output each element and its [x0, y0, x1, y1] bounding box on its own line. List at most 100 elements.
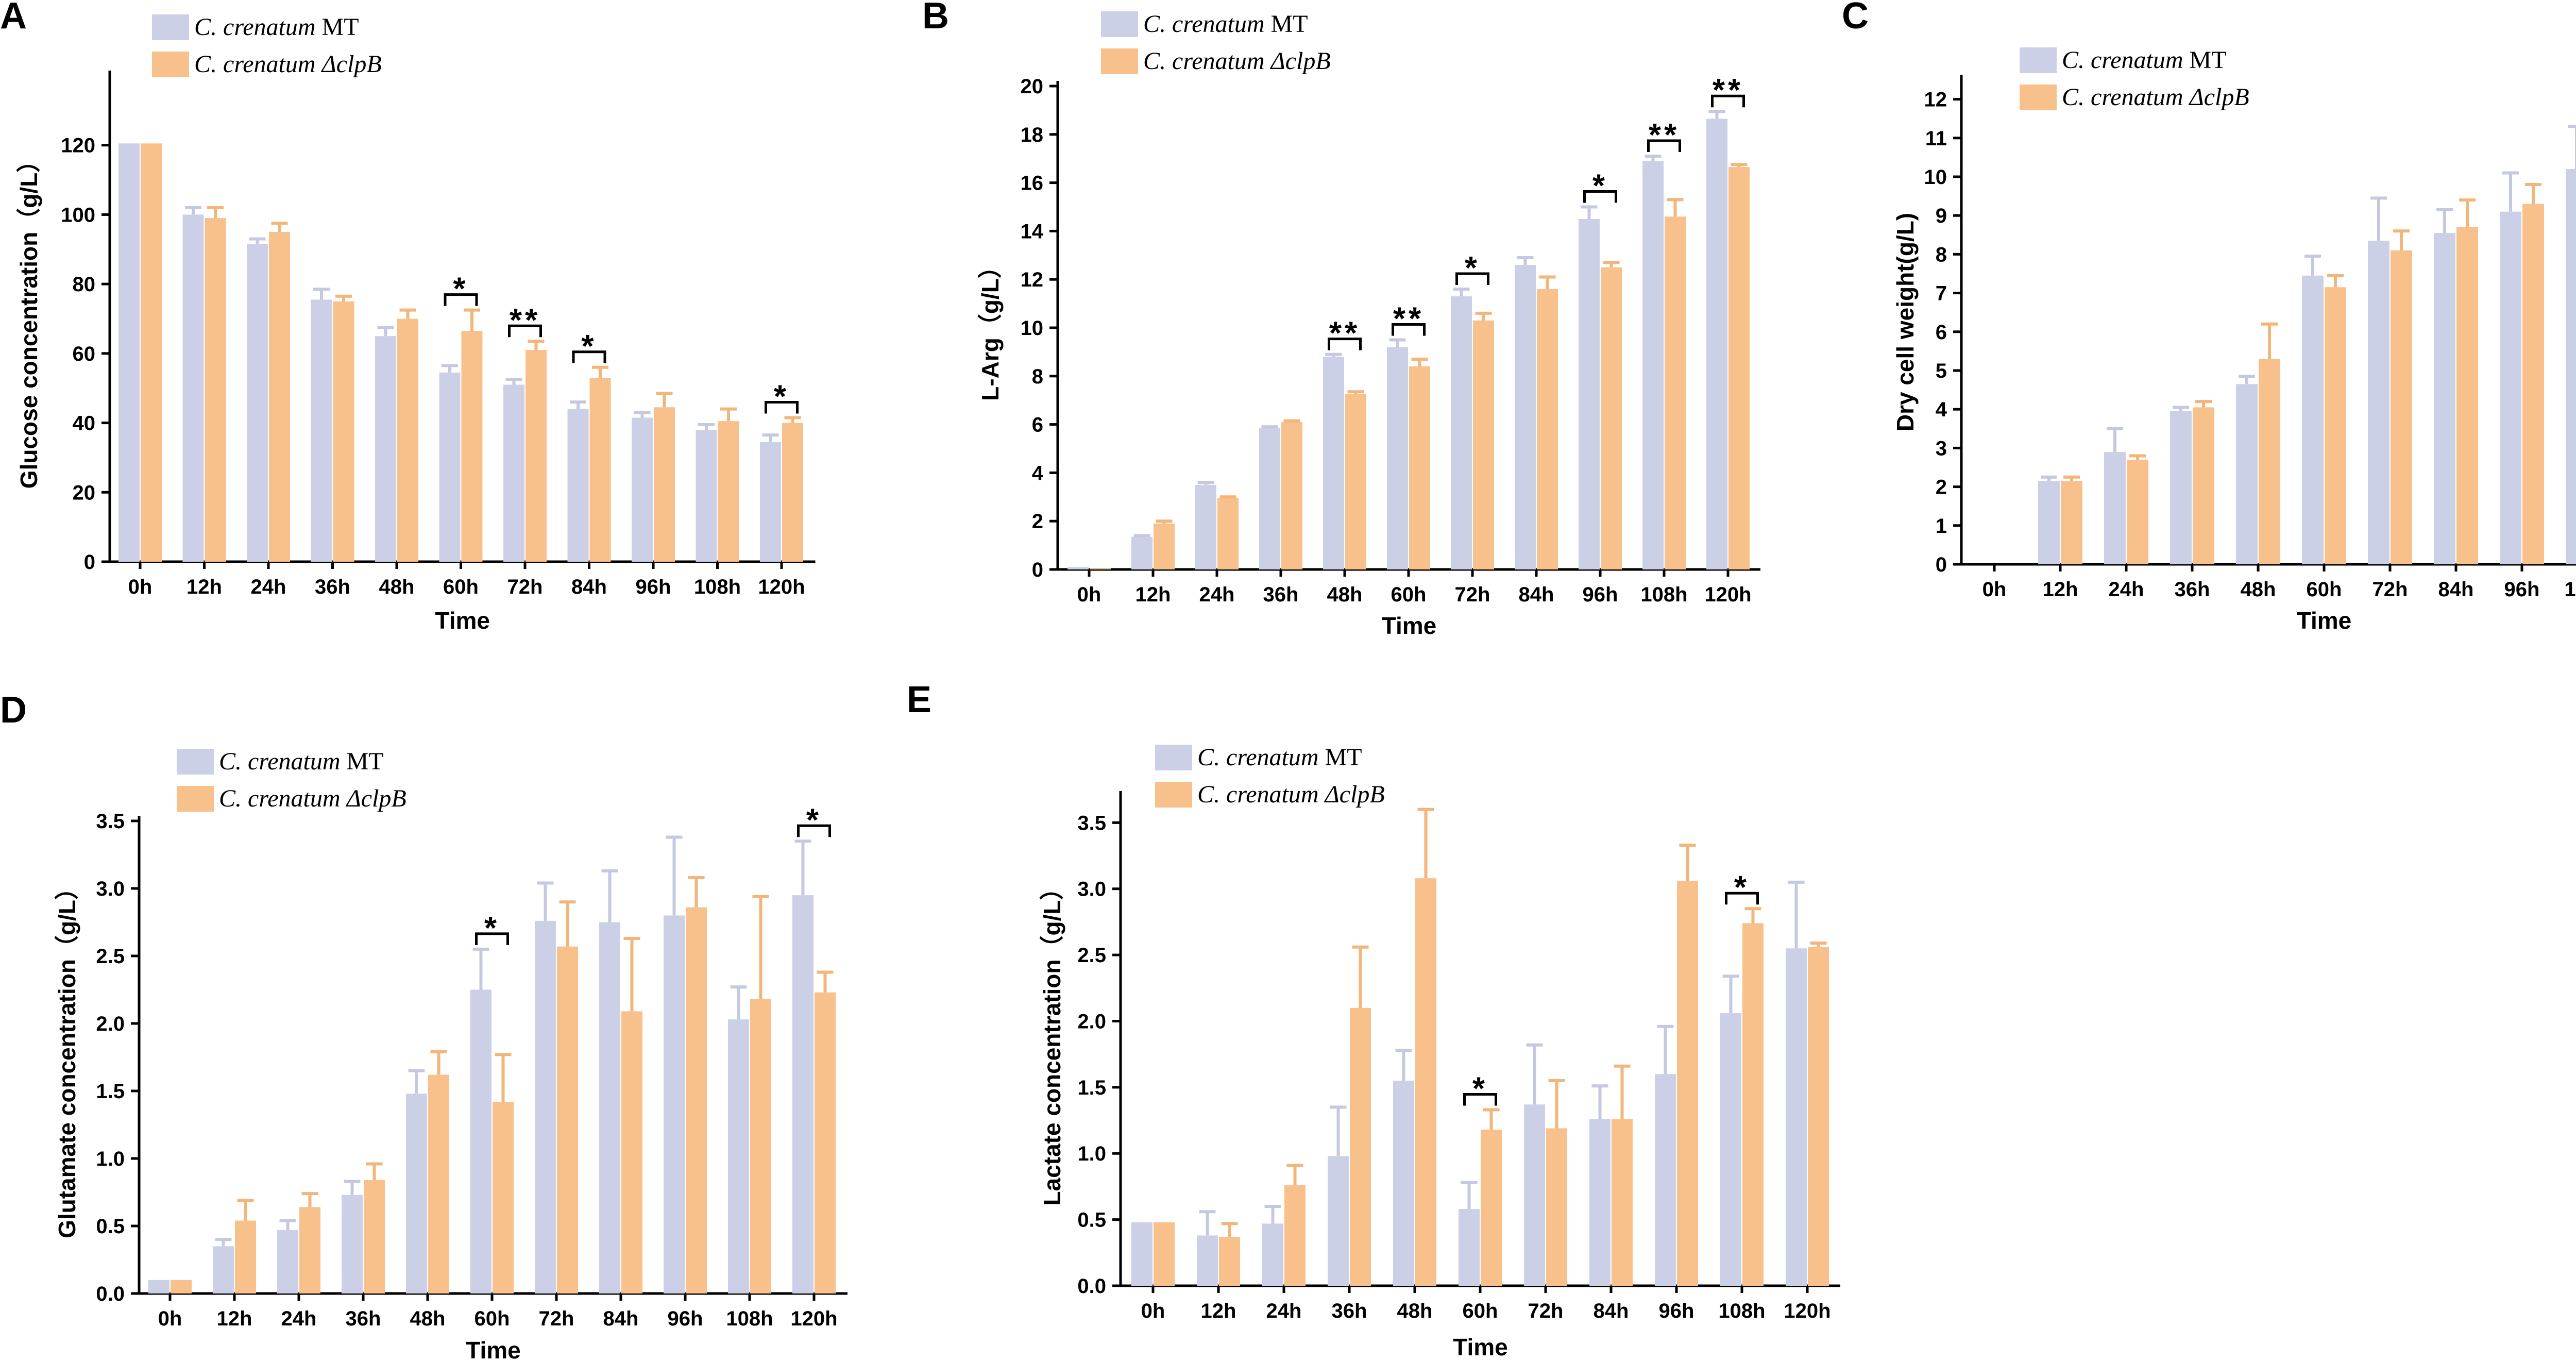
bar-mt	[342, 1195, 363, 1293]
bar-clpb	[397, 318, 418, 562]
significance-bracket	[765, 400, 799, 414]
bar-mt	[664, 915, 685, 1293]
significance-bracket	[572, 350, 606, 363]
bar-mt	[792, 895, 814, 1293]
bar-clpb	[1219, 1237, 1240, 1286]
x-axis-title: Time	[435, 607, 490, 634]
x-tick-label: 24h	[1199, 583, 1235, 606]
x-tick-label: 0h	[128, 576, 152, 598]
bar-clpb	[1677, 881, 1698, 1286]
bar-mt	[118, 143, 140, 562]
bar-clpb	[1612, 1119, 1633, 1286]
bar-clpb	[750, 999, 771, 1293]
x-tick-label: 12h	[187, 576, 222, 598]
significance-label: *	[1465, 250, 1480, 286]
bar-mt	[2170, 411, 2192, 564]
significance-bracket	[1647, 139, 1681, 153]
bar-mt	[760, 442, 781, 562]
bar-clpb	[428, 1074, 449, 1293]
y-tick-label: 100	[61, 204, 95, 226]
significance-label: **	[510, 303, 540, 338]
y-tick-label: 2	[1032, 510, 1043, 533]
bar-mt	[535, 920, 556, 1293]
x-tick-label: 24h	[281, 1307, 317, 1330]
x-tick-label: 36h	[315, 576, 350, 598]
y-tick-label: 8	[1936, 243, 1947, 266]
legend-label-clpb: C. crenatum ΔclpB	[1197, 781, 1385, 808]
x-tick-label: 24h	[1266, 1300, 1302, 1322]
legend-label-mt: C. crenatum MT	[219, 748, 384, 775]
bar-mt	[696, 430, 717, 562]
significance-label: *	[484, 911, 500, 946]
x-tick-label: 60h	[443, 576, 479, 598]
bar-clpb	[2193, 407, 2214, 564]
bar-mt	[567, 409, 589, 562]
bar-clpb	[2259, 359, 2280, 564]
legend: C. crenatum MT C. crenatum ΔclpB	[177, 748, 406, 812]
x-tick-label: 36h	[346, 1307, 381, 1330]
bar-clpb	[171, 1280, 192, 1293]
bar-mt	[1642, 161, 1664, 569]
significance-label: *	[581, 329, 597, 364]
y-tick-label: 3	[1936, 437, 1947, 460]
y-tick-label: 3.0	[96, 878, 125, 900]
bar-clpb	[1281, 422, 1302, 569]
x-tick-label: 36h	[1263, 583, 1299, 606]
bar-clpb	[1154, 1222, 1175, 1286]
bar-mt	[1131, 1222, 1153, 1286]
legend-label-clpb: C. crenatum ΔclpB	[194, 51, 382, 78]
bar-clpb	[1090, 568, 1111, 569]
bar-clpb	[1481, 1130, 1502, 1286]
bar-clpb	[589, 378, 611, 562]
significance-label: *	[1592, 169, 1608, 204]
x-tick-label: 72h	[539, 1307, 574, 1330]
legend: C. crenatum MT C. crenatum ΔclpB	[1155, 744, 1385, 808]
x-tick-label: 120h	[1784, 1300, 1831, 1322]
y-tick-label: 0.0	[1077, 1275, 1106, 1298]
x-tick-label: 120h	[1704, 583, 1751, 606]
legend-label-mt: C. crenatum MT	[2062, 46, 2227, 74]
y-axis-title: Dry cell weight(g/L)	[1892, 213, 1919, 431]
bar-clpb	[2522, 204, 2544, 564]
significance-label: **	[1393, 301, 1424, 337]
bar-clpb	[1409, 366, 1430, 569]
bar-mt	[1515, 265, 1536, 569]
bar-clpb	[205, 218, 226, 562]
y-tick-label: 12	[1924, 89, 1947, 111]
significance-bracket	[1711, 94, 1745, 108]
x-tick-label: 60h	[1391, 583, 1427, 606]
y-tick-label: 14	[1021, 220, 1044, 243]
bar-mt	[247, 244, 268, 562]
x-tick-label: 72h	[1528, 1300, 1564, 1322]
bar-clpb	[1537, 289, 1558, 569]
legend-swatch-clpb	[2020, 85, 2057, 110]
panel-label: C	[1842, 0, 1869, 37]
x-tick-label: 48h	[379, 576, 415, 598]
x-axis-title: Time	[2297, 607, 2352, 634]
y-tick-label: 3.5	[96, 810, 125, 833]
bar-mt	[2038, 481, 2060, 564]
bar-clpb	[269, 232, 290, 562]
significance-label: *	[1734, 870, 1750, 905]
x-tick-label: 0h	[1077, 583, 1101, 606]
x-axis-title: Time	[1453, 1334, 1508, 1360]
bar-clpb	[2456, 227, 2478, 564]
x-tick-label: 108h	[1640, 583, 1687, 606]
significance-label: *	[806, 802, 822, 838]
x-tick-label: 84h	[2438, 578, 2474, 601]
bar-clpb	[2061, 481, 2082, 564]
legend: C. crenatum MT C. crenatum ΔclpB	[152, 13, 382, 78]
y-tick-label: 0	[84, 551, 95, 574]
bar-mt	[439, 372, 461, 562]
bar-mt	[2368, 241, 2389, 565]
bar-clpb	[782, 423, 803, 562]
bar-mt	[632, 417, 653, 562]
panel-A: A 0 20 40 60 80 100 120 0h 12h 24h 36h 48h 60h 72h 84h 9…	[0, 0, 816, 634]
bar-clpb	[1665, 216, 1686, 569]
bar-clpb	[1217, 498, 1239, 569]
x-tick-label: 36h	[1332, 1300, 1367, 1322]
bar-mt	[1067, 567, 1089, 569]
y-tick-label: 2	[1936, 476, 1947, 499]
bar-clpb	[299, 1207, 320, 1293]
